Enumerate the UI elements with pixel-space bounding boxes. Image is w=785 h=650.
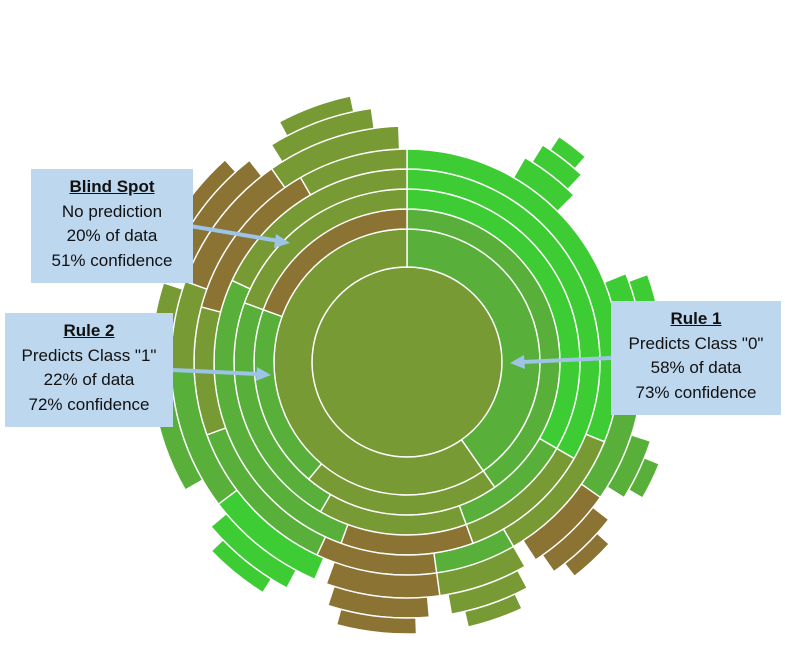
rule1-data-share: 58% of data [650, 358, 742, 377]
sunburst-segment-ring9-52 [210, 538, 273, 594]
sunburst-segment-ring9-47 [549, 135, 587, 170]
rule1-title: Rule 1 [670, 309, 722, 328]
callout-arrows [172, 224, 612, 381]
rule1-arrow [522, 356, 612, 364]
rule1-arrowhead [510, 355, 525, 369]
rule2-confidence: 72% confidence [28, 394, 150, 414]
rule2-title: Rule 2 [63, 321, 115, 340]
rule1-confidence: 73% confidence [635, 382, 757, 402]
blind-spot-title: Blind Spot [69, 177, 155, 196]
rule2-arrowhead [256, 367, 271, 381]
sunburst-segment-ring1-0 [311, 266, 503, 458]
blind-spot-data-share: 20% of data [66, 226, 158, 245]
rule2-prediction: Predicts Class "1" [21, 345, 157, 365]
rule1-prediction: Predicts Class "0" [628, 333, 764, 353]
rule2-data-share: 22% of data [43, 370, 135, 389]
blind-spot-arrowhead [274, 234, 290, 248]
sunburst-segment-ring9-50 [463, 593, 523, 628]
rule2-callout: Rule 2 Predicts Class "1" 22% of data 72… [5, 313, 173, 427]
blind-spot-arrow [189, 224, 280, 243]
sunburst-segment-ring9-54 [278, 95, 355, 137]
sunburst-segment-ring9-51 [335, 608, 418, 635]
sunburst-segment-ring9-48 [627, 456, 661, 499]
rule2-arrow [172, 368, 259, 376]
sunburst-segment-ring9-49 [563, 532, 611, 578]
rule1-callout: Rule 1 Predicts Class "0" 58% of data 73… [611, 301, 781, 415]
blind-spot-callout: Blind Spot No prediction 20% of data 51%… [31, 169, 193, 283]
sunburst-rings [150, 95, 661, 635]
blind-spot-confidence: 51% confidence [51, 250, 173, 270]
blind-spot-prediction: No prediction [61, 201, 163, 221]
